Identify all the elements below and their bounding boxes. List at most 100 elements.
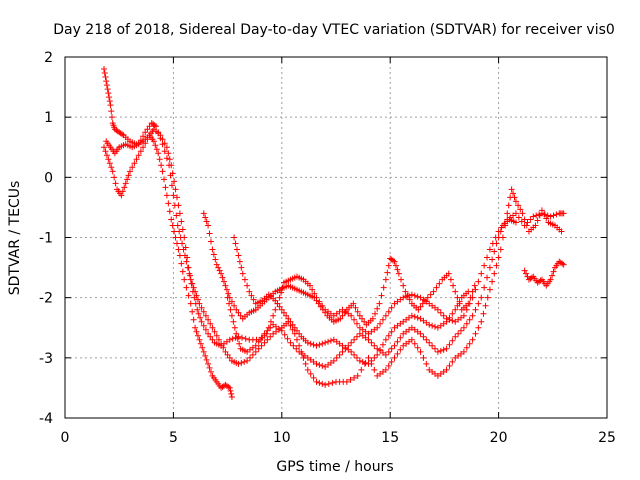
data-point [446,362,453,369]
data-point [255,338,262,345]
data-point [547,213,554,220]
data-point [307,370,314,377]
data-point [385,262,392,269]
data-point [152,142,159,149]
data-point [236,258,243,265]
data-point [353,333,360,340]
y-tick-label: 1 [44,110,53,126]
data-point [155,129,162,136]
data-point [235,360,242,367]
data-point [532,222,539,229]
data-point [108,108,115,115]
data-point [452,306,459,313]
data-point [274,300,281,307]
data-point [215,264,222,271]
data-point [414,314,421,321]
data-point [560,261,567,268]
data-point [101,70,108,77]
data-point [392,262,399,269]
data-point [368,357,375,364]
data-point [216,267,223,274]
x-tick-label: 25 [598,430,616,446]
data-point [549,272,556,279]
data-point [267,318,274,325]
data-point [319,302,326,309]
data-point [187,276,194,283]
data-point [285,315,292,322]
data-point [519,210,526,217]
data-point [135,141,142,148]
data-point [388,328,395,335]
data-point [467,294,474,301]
data-point [264,327,271,334]
data-point [313,360,320,367]
data-point [200,308,207,315]
data-point [313,378,320,385]
data-point [129,164,136,171]
data-point [361,318,368,325]
data-point [319,306,326,313]
data-point [523,222,530,229]
data-point [238,359,245,366]
data-point [400,282,407,289]
data-point [212,256,219,263]
data-point [183,284,190,291]
data-point [385,308,392,315]
data-point [196,336,203,343]
data-point [155,150,162,157]
data-point [189,280,196,287]
data-point [211,328,218,335]
data-point [372,310,379,317]
y-tick-label: 2 [44,50,53,66]
data-point [325,338,332,345]
y-tick-label: -4 [39,411,53,427]
data-point [440,346,447,353]
data-point [521,267,528,274]
data-point [222,282,229,289]
data-point [472,330,479,337]
data-point [330,357,337,364]
data-point [249,351,256,358]
data-point [489,278,496,285]
data-point [329,379,336,386]
data-point [469,312,476,319]
data-point [168,182,175,189]
series-track-7 [521,258,567,289]
data-point [235,309,242,316]
data-point [394,338,401,345]
data-point [395,270,402,277]
data-point [176,228,183,235]
data-point [142,140,149,147]
data-point [200,348,207,355]
data-point [194,332,201,339]
data-point [544,212,551,219]
data-point [427,291,434,298]
data-point [307,340,314,347]
data-point [379,316,386,323]
data-point [192,288,199,295]
data-point [362,359,369,366]
data-point [250,296,257,303]
data-point [486,264,493,271]
data-point [234,335,241,342]
data-point [200,322,207,329]
data-point [484,294,491,301]
data-point [220,278,227,285]
data-point [170,192,177,199]
data-point [290,342,297,349]
data-point [351,316,358,323]
chart-title: Day 218 of 2018, Sidereal Day-to-day VTE… [53,22,615,38]
data-point [224,294,231,301]
data-point [171,202,178,209]
y-tick-label: 0 [44,170,53,186]
data-point [144,136,151,143]
data-point [311,294,318,301]
data-point [197,340,204,347]
data-point [158,162,165,169]
data-point [270,312,277,319]
data-point [319,380,326,387]
data-point [365,354,372,361]
data-point [419,300,426,307]
data-point [310,374,317,381]
data-point [111,174,118,181]
